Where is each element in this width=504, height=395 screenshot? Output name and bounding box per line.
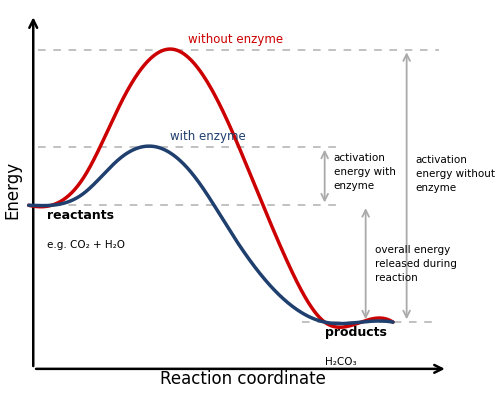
Text: Reaction coordinate: Reaction coordinate — [160, 371, 326, 388]
Text: reactants: reactants — [47, 209, 114, 222]
Text: Energy: Energy — [4, 161, 22, 219]
Text: overall energy
released during
reaction: overall energy released during reaction — [375, 245, 457, 283]
Text: with enzyme: with enzyme — [170, 130, 245, 143]
Text: without enzyme: without enzyme — [188, 33, 283, 45]
Text: e.g. CO₂ + H₂O: e.g. CO₂ + H₂O — [47, 240, 125, 250]
Text: activation
energy with
enzyme: activation energy with enzyme — [334, 153, 396, 191]
Text: activation
energy without
enzyme: activation energy without enzyme — [416, 155, 495, 193]
Text: H₂CO₃: H₂CO₃ — [325, 357, 356, 367]
Text: products: products — [325, 326, 387, 339]
